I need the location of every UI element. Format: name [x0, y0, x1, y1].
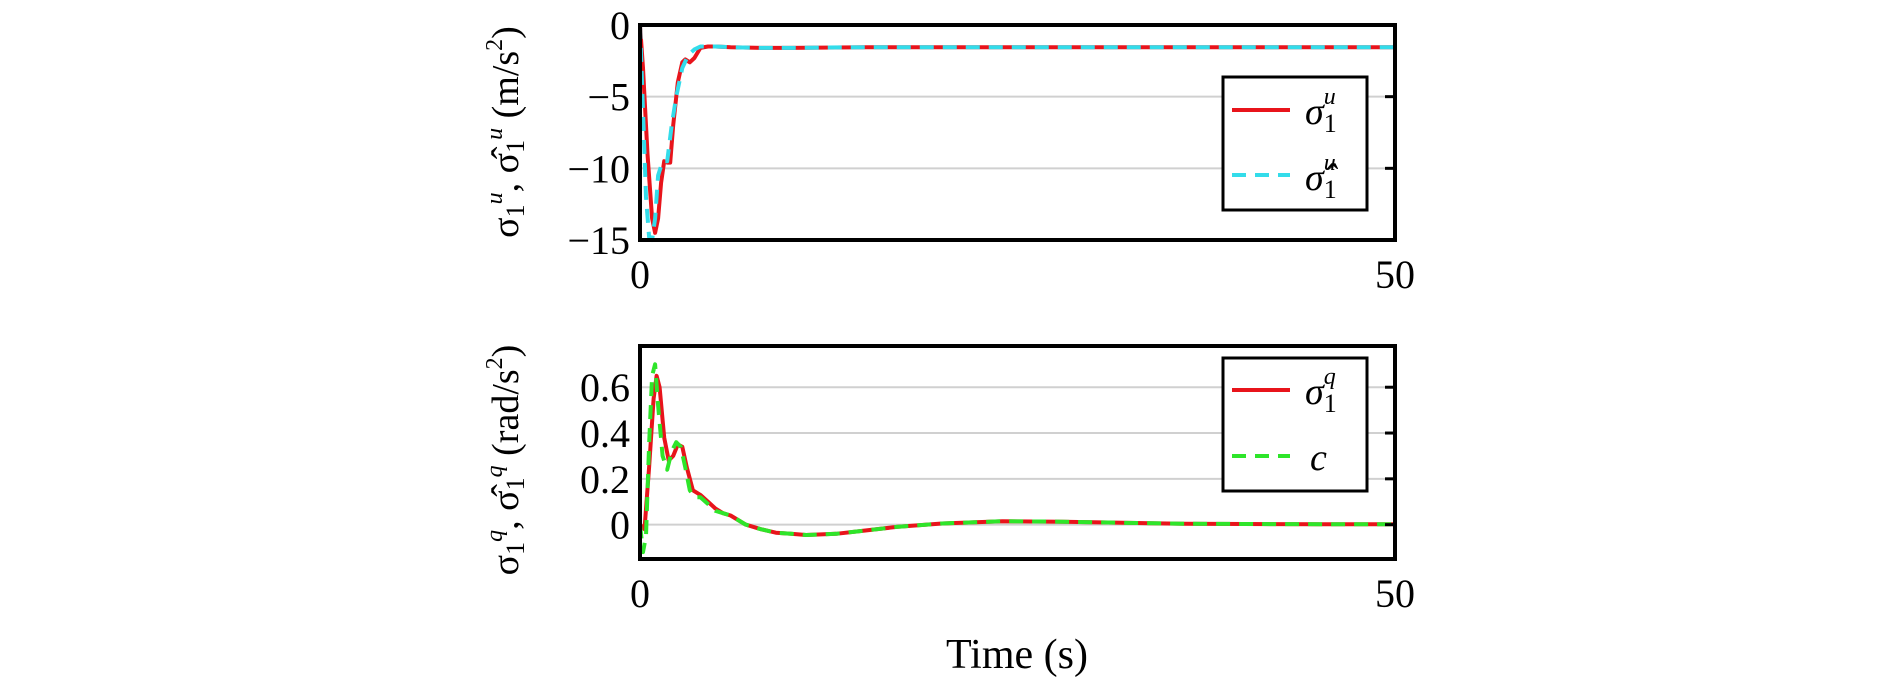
x-axis-label: Time (s)	[946, 632, 1088, 678]
top-plot-y-tick-label: −5	[587, 75, 630, 120]
bottom-plot-series-lines	[638, 362, 1395, 555]
bottom-plot-legend-box	[1221, 356, 1369, 493]
bottom-plot-legend-label-c: c	[1310, 437, 1327, 479]
bottom-plot-y-ticks: 0.60.40.20	[580, 365, 1395, 548]
bottom-plot-x-ticks: 0 50	[630, 571, 1415, 616]
top-plot-y-tick-label: −15	[567, 218, 630, 263]
bottom-plot-y-tick-label: 0	[610, 503, 630, 548]
top-plot-y-axis-label: σ1u, σ̂1u (m/s2)	[482, 26, 530, 238]
top-plot-panel: 0 −5 −10 −15 0 50 σ1u, σ̂1u (m/s2) σ1u σ̂1u	[482, 3, 1415, 297]
top-plot-legend-label-sigma1u: σ1u	[1305, 84, 1337, 138]
bottom-plot-y-tick-label: 0.6	[580, 365, 630, 410]
bottom-plot-panel: 0.60.40.20 0 50 σ1q, σ̂1q (rad/s2) σ1q c …	[482, 344, 1415, 678]
top-plot-axes-frame	[638, 23, 1397, 242]
top-plot-legend-label-sigmahat1u: σ̂1u	[1305, 150, 1339, 204]
top-plot-x-tick-label: 50	[1375, 252, 1415, 297]
bottom-plot-x-tick-label: 50	[1375, 571, 1415, 616]
top-plot-x-tick-label: 0	[630, 252, 650, 297]
bottom-plot-y-axis-label: σ1q, σ̂1q (rad/s2)	[482, 345, 530, 576]
bottom-plot-y-tick-label: 0.2	[580, 457, 630, 502]
bottom-plot-series-line-2	[638, 362, 1395, 555]
top-plot-y-tick-label: 0	[610, 3, 630, 48]
bottom-plot-y-tick-label: 0.4	[580, 411, 630, 456]
top-plot-legend-box	[1221, 75, 1369, 212]
top-plot-x-ticks: 0 50	[630, 252, 1415, 297]
bottom-plot-legend-label-sigma1q: σ1q	[1305, 364, 1337, 418]
bottom-plot-axes-frame	[638, 344, 1397, 561]
bottom-plot-x-tick-label: 0	[630, 571, 650, 616]
top-plot-legend: σ1u σ̂1u	[1221, 75, 1369, 212]
top-plot-y-ticks: 0 −5 −10 −15	[567, 3, 1395, 263]
bottom-plot-legend: σ1q c	[1221, 356, 1369, 493]
top-plot-y-tick-label: −10	[567, 146, 630, 191]
